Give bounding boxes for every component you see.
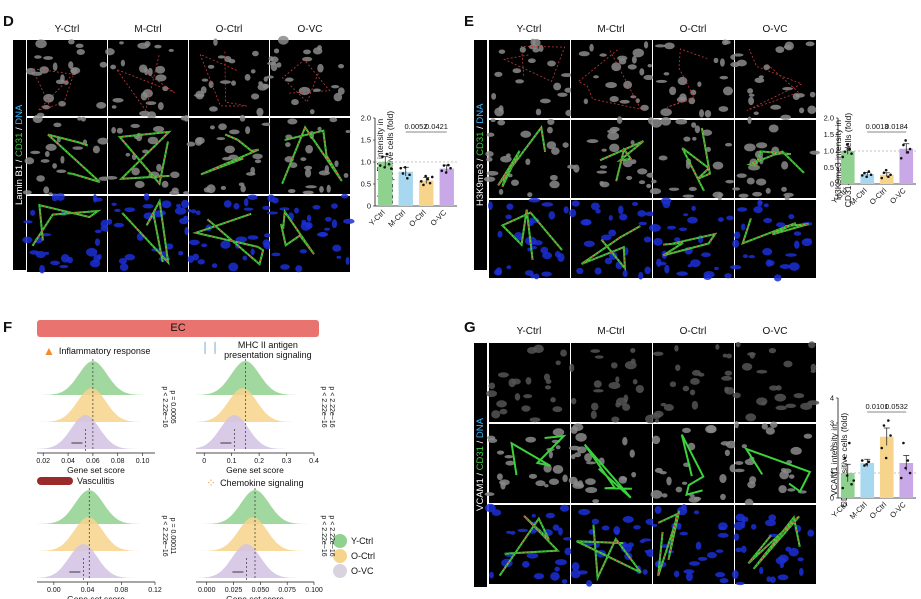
column-header: O-Ctrl	[679, 24, 707, 35]
plot-title: ▲ Inflammatory response	[43, 344, 151, 358]
plot-title: ⁘ Chemokine signaling	[206, 476, 304, 490]
plot-title: ❘❘ MHC II antigen presentation signaling	[200, 340, 312, 360]
row-label: H3K9me3 / CD31 / DNA	[474, 40, 487, 270]
vessel-icon	[37, 477, 73, 485]
column-header: M-Ctrl	[597, 326, 625, 337]
column-header: O-VC	[297, 24, 323, 35]
y-axis-label: VCAM1 intensity in CD31-positive cells (f…	[829, 412, 849, 508]
plot-title: Vasculitis	[37, 476, 114, 486]
column-header: O-Ctrl	[679, 326, 707, 337]
panel-letter-g: G	[464, 319, 476, 336]
legend-item: O-VC	[333, 564, 374, 578]
column-header: Y-Ctrl	[516, 326, 542, 337]
y-axis-label: Lamin B1 intensity in CD31-positive cells…	[375, 110, 395, 206]
flame-icon: ▲	[43, 344, 55, 358]
column-header: Y-Ctrl	[516, 24, 542, 35]
column-header: O-VC	[762, 24, 788, 35]
column-header: M-Ctrl	[134, 24, 162, 35]
legend-item: Y-Ctrl	[333, 534, 373, 548]
column-header: O-Ctrl	[215, 24, 243, 35]
panel-letter-e: E	[464, 13, 475, 30]
column-header: M-Ctrl	[597, 24, 625, 35]
panel-letter-f: F	[3, 319, 13, 336]
chemokine-icon: ⁘	[206, 476, 217, 490]
column-header: O-VC	[762, 326, 788, 337]
legend-item: O-Ctrl	[333, 549, 375, 563]
panel-letter-d: D	[3, 13, 14, 30]
column-header: Y-Ctrl	[54, 24, 80, 35]
ec-banner: EC	[37, 320, 319, 337]
row-label: VCAM1 / CD31 / DNA	[474, 343, 487, 587]
antibody-icon: ❘❘	[200, 340, 221, 354]
y-axis-label: H3K9me3 intensity in CD31-positive cells …	[833, 112, 853, 208]
